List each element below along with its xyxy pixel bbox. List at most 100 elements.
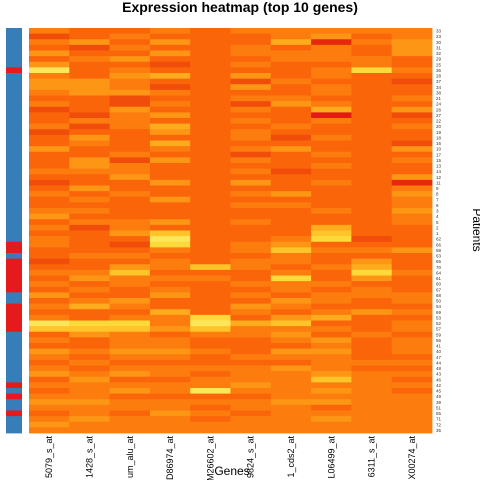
heatmap-cell xyxy=(109,33,151,40)
heatmap-cell xyxy=(230,337,272,344)
annotation-cell xyxy=(6,264,22,271)
heatmap-cell xyxy=(230,140,272,147)
heatmap-cell xyxy=(230,236,272,243)
heatmap-cell xyxy=(230,56,272,63)
heatmap-cell xyxy=(109,365,151,372)
heatmap-cell xyxy=(109,247,151,254)
heatmap-cell xyxy=(109,157,151,164)
heatmap-cell xyxy=(391,427,433,434)
heatmap-cell xyxy=(69,224,110,231)
heatmap-cell xyxy=(391,157,433,164)
heatmap-cell xyxy=(270,236,312,243)
annotation-cell xyxy=(6,33,22,40)
heatmap-cell xyxy=(190,84,231,91)
heatmap-cell xyxy=(29,326,70,333)
heatmap-cell xyxy=(69,404,110,411)
heatmap-cell xyxy=(311,56,352,63)
annotation-cell xyxy=(6,208,22,215)
heatmap-cell xyxy=(29,399,70,406)
heatmap-cell xyxy=(109,129,151,136)
heatmap-cell xyxy=(391,213,433,220)
heatmap-cell xyxy=(109,371,151,378)
heatmap-cell xyxy=(230,241,272,248)
heatmap-cell xyxy=(230,44,272,51)
heatmap-cell xyxy=(230,365,272,372)
heatmap-cell xyxy=(29,208,70,215)
heatmap-cell xyxy=(230,314,272,321)
heatmap-cell xyxy=(109,179,151,186)
annotation-cell xyxy=(6,421,22,428)
heatmap-cell xyxy=(149,303,191,310)
annotation-cell xyxy=(6,50,22,57)
heatmap-cell xyxy=(190,118,231,125)
heatmap-cell xyxy=(391,196,433,203)
heatmap-cell xyxy=(29,146,70,153)
heatmap-cell xyxy=(351,129,393,136)
heatmap-cell xyxy=(311,196,352,203)
annotation-cell xyxy=(6,112,22,119)
heatmap-cells xyxy=(29,28,433,434)
heatmap-cell xyxy=(190,309,231,316)
heatmap-cell xyxy=(69,354,110,361)
heatmap-cell xyxy=(190,337,231,344)
heatmap-cell xyxy=(391,275,433,282)
heatmap-cell xyxy=(190,33,231,40)
heatmap-cell xyxy=(109,393,151,400)
column-tick-labels: 5079_s_at 1428_s_at um_alu_at D86974_at M266… xyxy=(44,436,417,480)
heatmap-cell xyxy=(230,61,272,68)
heatmap-cell xyxy=(311,213,352,220)
row-tick-label: 69 xyxy=(436,310,442,315)
heatmap-cell xyxy=(391,163,433,170)
heatmap-cell xyxy=(190,421,231,428)
annotation-cell xyxy=(6,157,22,164)
row-tick-label: 11 xyxy=(436,180,441,185)
heatmap-cell xyxy=(311,365,352,372)
heatmap-cell xyxy=(230,399,272,406)
heatmap-cell xyxy=(29,320,70,327)
heatmap-cell xyxy=(270,157,312,164)
heatmap-cell xyxy=(69,174,110,181)
heatmap-cell xyxy=(109,191,151,198)
heatmap-cell xyxy=(190,275,231,282)
heatmap-cell xyxy=(29,213,70,220)
row-tick-labels: 3323303132292536283734382124262722201918… xyxy=(436,29,442,433)
annotation-cell xyxy=(6,202,22,209)
annotation-cell xyxy=(6,326,22,333)
heatmap-cell xyxy=(69,134,110,141)
heatmap-cell xyxy=(311,253,352,260)
annotation-cell xyxy=(6,118,22,125)
heatmap-cell xyxy=(351,410,393,417)
heatmap-cell xyxy=(149,95,191,102)
heatmap-cell xyxy=(391,269,433,276)
row-tick-label: 27 xyxy=(436,113,442,118)
heatmap-cell xyxy=(69,258,110,265)
heatmap-cell xyxy=(311,320,352,327)
annotation-cell xyxy=(6,393,22,400)
heatmap-cell xyxy=(391,359,433,366)
heatmap-cell xyxy=(149,84,191,91)
heatmap-cell xyxy=(230,382,272,389)
heatmap-cell xyxy=(311,67,352,74)
heatmap-cell xyxy=(270,264,312,271)
heatmap-cell xyxy=(270,303,312,310)
heatmap-cell xyxy=(230,275,272,282)
heatmap-cell xyxy=(230,264,272,271)
annotation-cell xyxy=(6,44,22,51)
heatmap-cell xyxy=(351,84,393,91)
heatmap-cell xyxy=(391,89,433,96)
heatmap-cell xyxy=(149,219,191,226)
heatmap-cell xyxy=(69,236,110,243)
heatmap-cell xyxy=(29,416,70,423)
heatmap-cell xyxy=(29,73,70,80)
heatmap-cell xyxy=(311,89,352,96)
heatmap-cell xyxy=(230,354,272,361)
heatmap-cell xyxy=(149,399,191,406)
heatmap-cell xyxy=(270,275,312,282)
heatmap-cell xyxy=(190,292,231,299)
heatmap-cell xyxy=(29,39,70,46)
heatmap-cell xyxy=(149,292,191,299)
heatmap-cell xyxy=(29,230,70,237)
heatmap-cell xyxy=(190,371,231,378)
heatmap-cell xyxy=(29,56,70,63)
heatmap-cell xyxy=(69,140,110,147)
